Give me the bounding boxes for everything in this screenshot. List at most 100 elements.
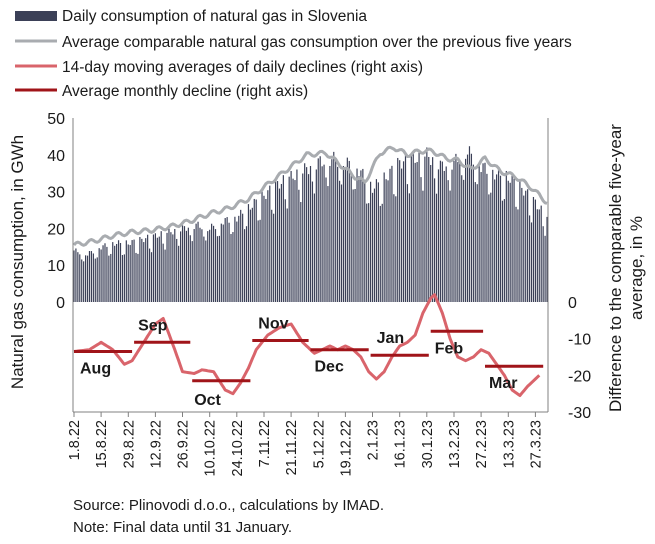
consumption-bar — [513, 178, 515, 302]
consumption-bar — [73, 250, 75, 302]
consumption-bar — [131, 240, 133, 302]
consumption-bar — [133, 239, 135, 302]
left-axis-title: Natural gas consumption, in GWh — [8, 135, 27, 389]
consumption-bar — [228, 222, 230, 302]
consumption-bar — [435, 193, 438, 302]
consumption-bar — [220, 223, 222, 302]
consumption-bar — [119, 243, 122, 302]
monthly-series: Aug Sep Oct Nov Dec Jan Feb Mar — [74, 316, 544, 409]
consumption-bar — [259, 219, 261, 302]
consumption-bar — [344, 166, 346, 302]
consumption-bar — [329, 165, 331, 302]
consumption-bar — [160, 231, 162, 302]
consumption-bar — [147, 234, 149, 302]
consumption-bar — [517, 209, 519, 302]
consumption-bar — [309, 165, 312, 302]
consumption-bar — [92, 253, 94, 302]
consumption-bar — [542, 226, 544, 302]
consumption-bar — [224, 218, 226, 302]
month-label: Mar — [489, 375, 517, 392]
left-tick-label: 10 — [47, 258, 65, 275]
consumption-bar — [476, 184, 478, 302]
consumption-bar — [116, 243, 118, 302]
consumption-bar — [397, 157, 399, 302]
consumption-bar — [203, 236, 205, 302]
consumption-bar — [418, 150, 420, 302]
consumption-bar — [172, 234, 174, 302]
legend-label-avg5: Average comparable natural gas consumpti… — [62, 34, 572, 51]
consumption-bar — [302, 173, 304, 302]
consumption-bar — [492, 169, 494, 302]
consumption-bar — [459, 163, 461, 302]
consumption-bar — [166, 232, 168, 302]
consumption-bar — [466, 154, 469, 302]
consumption-bar — [205, 240, 207, 302]
right-axis-title-line2: average, in % — [627, 216, 646, 320]
consumption-bar — [81, 259, 83, 302]
consumption-bar — [536, 209, 538, 302]
consumption-bar — [509, 182, 511, 302]
consumption-bar — [83, 261, 85, 302]
consumption-bar — [238, 215, 240, 302]
right-tick-label: 0 — [568, 295, 577, 312]
consumption-bar — [296, 169, 298, 302]
consumption-bar — [457, 162, 459, 302]
consumption-bar — [420, 177, 422, 302]
consumption-bar — [371, 192, 374, 302]
consumption-bar — [441, 161, 443, 302]
consumption-bar — [461, 175, 463, 302]
consumption-bar — [331, 159, 333, 302]
consumption-bar — [129, 245, 131, 302]
consumption-bar — [240, 209, 242, 302]
consumption-bar — [404, 153, 407, 302]
x-tick-label: 30.1.23 — [420, 420, 436, 468]
consumption-bar — [416, 162, 418, 302]
avg5-series — [72, 145, 548, 247]
consumption-bar — [98, 248, 100, 302]
consumption-bar — [280, 183, 283, 302]
consumption-bar — [251, 207, 253, 302]
x-tick-label: 24.10.22 — [230, 420, 246, 476]
consumption-bar — [519, 180, 521, 302]
x-tick-label: 21.11.22 — [284, 420, 300, 475]
consumption-bar — [433, 178, 436, 302]
consumption-bar — [211, 223, 213, 302]
month-label: Dec — [315, 359, 344, 376]
consumption-bar — [534, 199, 536, 302]
consumption-bar — [187, 227, 189, 302]
legend-label-ma14: 14-day moving averages of daily declines… — [62, 59, 423, 76]
consumption-bar — [366, 203, 368, 302]
consumption-bar — [148, 248, 151, 302]
consumption-bar — [470, 153, 473, 302]
consumption-bar — [154, 233, 156, 302]
consumption-bar — [156, 237, 158, 302]
consumption-bar — [395, 196, 397, 302]
consumption-bar — [201, 229, 203, 302]
consumption-bar — [370, 181, 372, 302]
consumption-bar — [245, 226, 248, 302]
consumption-bar — [391, 165, 393, 302]
consumption-bar — [247, 204, 250, 302]
source-note: Source: Plinovodi d.o.o., calculations b… — [73, 497, 384, 514]
x-tick-label: 2.1.23 — [366, 420, 382, 460]
consumption-bar — [180, 231, 182, 302]
consumption-bar — [110, 253, 112, 302]
x-tick-label: 26.9.22 — [176, 420, 192, 468]
consumption-bar — [307, 174, 310, 302]
consumption-bar — [232, 232, 234, 302]
ma14-line — [73, 293, 541, 397]
consumption-bar — [387, 180, 389, 302]
consumption-bar — [340, 184, 343, 302]
consumption-bar — [484, 162, 486, 302]
consumption-bar — [321, 166, 323, 302]
consumption-bar — [401, 168, 403, 302]
x-tick-label: 27.2.23 — [474, 420, 490, 468]
consumption-bar — [230, 233, 232, 302]
consumption-bar — [424, 156, 426, 302]
left-tick-label: 20 — [47, 221, 65, 238]
consumption-bar — [276, 181, 279, 302]
consumption-bar — [273, 213, 275, 302]
consumption-bar — [300, 202, 302, 302]
consumption-bar — [104, 243, 106, 302]
consumption-bar — [333, 151, 335, 302]
